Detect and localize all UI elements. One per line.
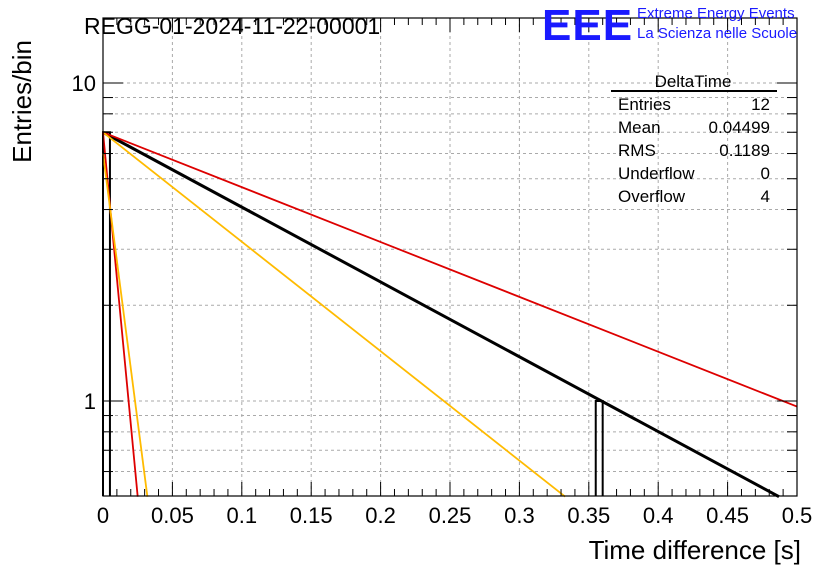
x-tick-label: 0.4	[643, 503, 674, 528]
fit-curve	[102, 130, 780, 499]
stats-value: 0.04499	[709, 118, 770, 137]
stats-value: 4	[761, 187, 770, 206]
fit-curve	[102, 131, 798, 408]
y-tick-label: 10	[72, 71, 96, 96]
logo-mark: EEE	[542, 1, 633, 50]
fit-curve	[102, 131, 566, 498]
stats-box: DeltaTime Entries 12 Mean 0.04499 RMS 0.…	[611, 72, 777, 206]
x-tick-label: 0.15	[290, 503, 333, 528]
stats-value: 12	[751, 95, 770, 114]
stats-value: 0.1189	[719, 141, 770, 160]
x-axis-label: Time difference [s]	[589, 535, 801, 565]
fit-curve	[102, 153, 149, 497]
stats-label: Overflow	[618, 187, 686, 206]
fit-curves	[102, 130, 798, 499]
x-tick-label: 0.25	[429, 503, 472, 528]
logo-line1: Extreme Energy Events	[637, 5, 795, 22]
chart-title: REGG-01-2024-11-22-00001	[84, 13, 380, 39]
logo-line2: La Scienza nelle Scuole	[637, 25, 797, 42]
axis-ticks: 0 0.05 0.1 0.15 0.2 0.25 0.3 0.35 0.4 0.45 0.5 1 10	[72, 18, 813, 528]
stats-label: Entries	[618, 95, 671, 114]
x-tick-label: 0.35	[567, 503, 610, 528]
stats-value: 0	[761, 164, 770, 183]
histogram	[102, 131, 604, 496]
x-tick-label: 0.2	[365, 503, 396, 528]
y-axis-label: Entries/bin	[7, 40, 37, 163]
stats-title: DeltaTime	[655, 72, 732, 91]
x-tick-label: 0.3	[504, 503, 535, 528]
x-tick-label: 0.05	[151, 503, 194, 528]
stats-label: RMS	[618, 141, 656, 160]
y-tick-label: 1	[84, 389, 96, 414]
x-tick-label: 0.45	[706, 503, 749, 528]
stats-label: Underflow	[618, 164, 695, 183]
grid	[103, 18, 797, 496]
x-tick-label: 0.1	[227, 503, 258, 528]
x-tick-label: 0.5	[782, 503, 813, 528]
stats-label: Mean	[618, 118, 661, 137]
x-tick-label: 0	[97, 503, 109, 528]
